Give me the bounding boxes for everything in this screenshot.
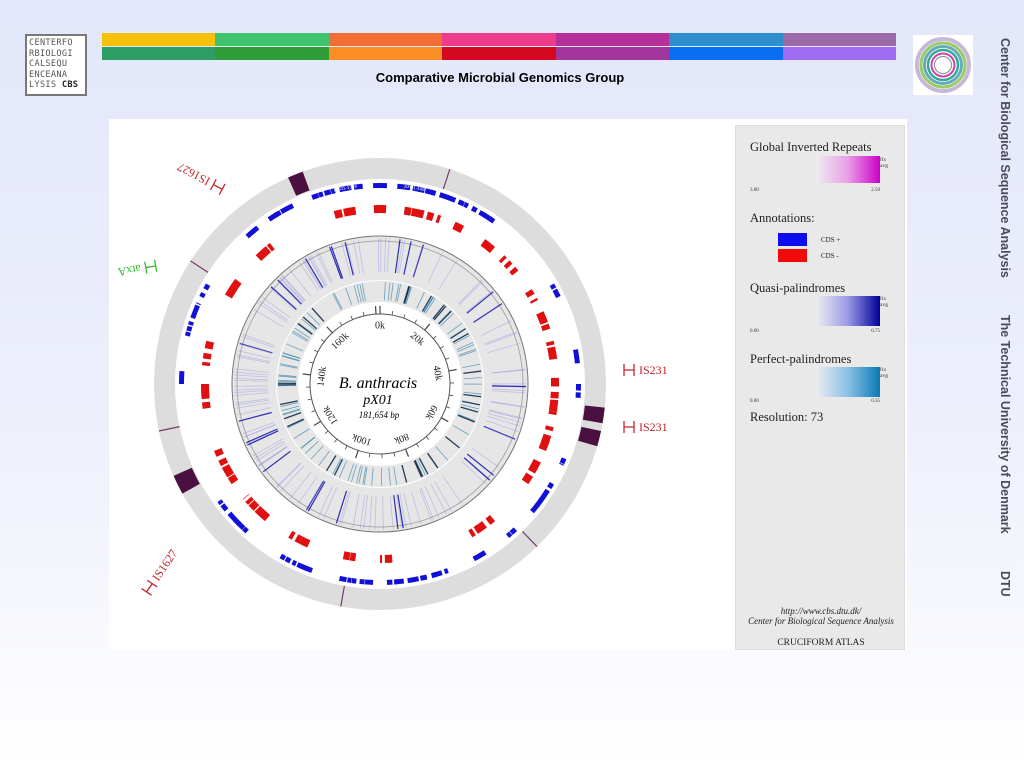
logo-line: CALSEQU xyxy=(29,59,68,70)
legend-credit: http://www.cbs.dtu.dk/ Center for Biolog… xyxy=(736,606,906,626)
stripe-segment xyxy=(328,33,443,46)
legend-global-title: Global Inverted Repeats xyxy=(750,140,872,154)
stripe-segment xyxy=(555,47,670,60)
logo-tag: CBS xyxy=(61,80,79,91)
legend-global-max: 2.50 xyxy=(871,188,880,193)
logo-line: LYSIS xyxy=(29,80,57,91)
stripe-segment xyxy=(215,33,329,46)
legend-resolution: Resolution: 73 xyxy=(750,410,824,424)
atlas-thumbnail xyxy=(913,35,973,95)
legend-quasi-title: Quasi-palindromes xyxy=(750,281,846,295)
legend-perfect-max: 0.35 xyxy=(871,399,880,404)
stripe-segment xyxy=(555,33,670,46)
stripe-segment xyxy=(669,33,783,46)
stripe-segment xyxy=(442,33,556,46)
global-gradient xyxy=(816,156,880,183)
cds-minus-swatch xyxy=(778,249,807,262)
cds-plus-swatch xyxy=(778,233,807,246)
legend-annotations-title: Annotations: xyxy=(750,211,815,225)
sidebar-text: Center for Biological Sequence Analysis … xyxy=(998,38,1012,631)
logo-line: RBIOLOGI xyxy=(29,48,73,59)
stripe-segment xyxy=(442,47,556,60)
legend-center: Center for Biological Sequence Analysis xyxy=(748,616,894,626)
stripe-segment xyxy=(102,33,216,46)
stripe-segment xyxy=(782,33,896,46)
sidebar-line: The Technical University of Denmark xyxy=(998,315,1012,534)
legend-panel: Global Inverted Repeats fix avg 3.00 2.50 … xyxy=(735,125,905,650)
logo-line: CENTERFO xyxy=(29,38,73,48)
stripe-segment xyxy=(328,47,443,60)
stripe-segment xyxy=(782,47,896,60)
legend-quasi-max: 0.75 xyxy=(871,329,880,334)
legend-perfect-title: Perfect-palindromes xyxy=(750,352,852,366)
cds-plus-label: CDS + xyxy=(821,236,841,244)
logo-line: ENCEANA xyxy=(29,69,68,80)
legend-perfect-min: 0.00 xyxy=(750,399,759,404)
legend-fix-avg: fix avg xyxy=(880,367,888,379)
sidebar-line: DTU xyxy=(998,571,1012,598)
legend-fix-avg: fix avg xyxy=(880,296,888,308)
group-title: Comparative Microbial Genomics Group xyxy=(375,70,625,85)
cbs-logo: CENTERFO RBIOLOGI CALSEQU ENCEANA LYSIS … xyxy=(25,34,87,96)
stripe-segment xyxy=(669,47,783,60)
color-stripes xyxy=(102,33,896,60)
legend-quasi-min: 0.00 xyxy=(750,329,759,334)
legend-fix-avg: fix avg xyxy=(880,157,888,169)
quasi-gradient xyxy=(816,296,880,326)
stripe-segment xyxy=(102,47,216,60)
legend-atlas-name: CRUCIFORM ATLAS xyxy=(777,638,865,648)
perfect-gradient xyxy=(816,367,880,397)
legend-global-min: 3.00 xyxy=(750,188,759,193)
cds-minus-label: CDS - xyxy=(821,252,839,260)
sidebar-line: Center for Biological Sequence Analysis xyxy=(998,38,1012,278)
stripe-segment xyxy=(215,47,329,60)
legend-url: http://www.cbs.dtu.dk/ xyxy=(780,606,862,616)
